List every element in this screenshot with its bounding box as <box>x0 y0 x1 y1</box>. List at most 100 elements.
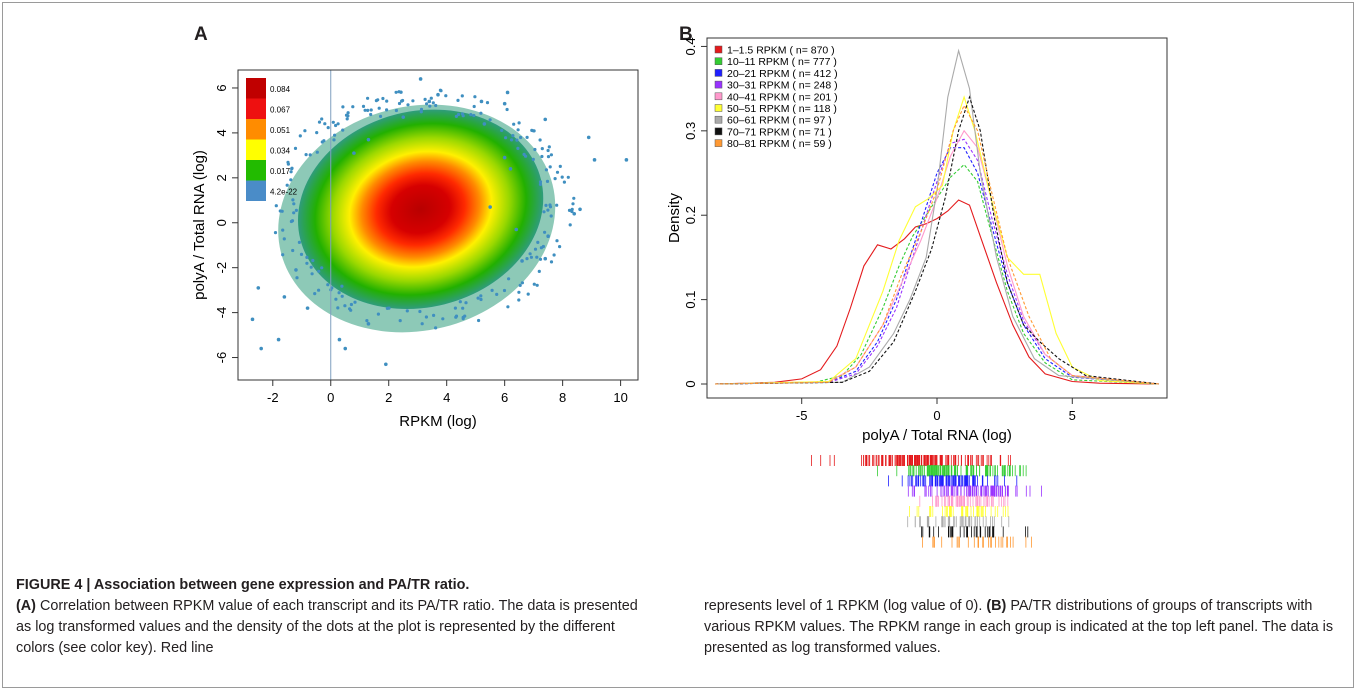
scatter-point <box>366 322 371 326</box>
scatter-dot <box>553 177 557 181</box>
scatter-dot <box>294 208 298 212</box>
y-axis-label: polyA / Total RNA (log) <box>191 150 208 300</box>
scatter-dot <box>299 252 304 256</box>
scatter-dot <box>337 291 341 295</box>
color-key: 0.084 0.067 0.051 0.034 0.017 4.2e-22 <box>246 78 298 201</box>
scatter-dot <box>429 96 433 100</box>
legend-label: 20–21 RPKM ( n= 412 ) <box>727 68 838 80</box>
legend-label: 80–81 RPKM ( n= 59 ) <box>727 138 832 150</box>
scatter-dot <box>438 88 442 92</box>
scatter-dot <box>291 248 295 253</box>
scatter-dot <box>560 175 564 179</box>
scatter-dot <box>562 180 566 184</box>
scatter-dot <box>344 113 349 117</box>
scatter-dot <box>458 300 462 304</box>
scatter-dot <box>558 245 562 249</box>
scatter-dot <box>418 309 422 314</box>
scatter-dot <box>441 317 445 321</box>
scatter-dot <box>555 203 559 207</box>
scatter-dot <box>326 283 330 287</box>
scatter-point <box>401 115 406 119</box>
scatter-dot <box>476 296 480 300</box>
scatter-dot <box>351 105 355 109</box>
color-key-swatch <box>246 180 266 201</box>
legend-swatch <box>714 45 723 54</box>
legend-label: 50–51 RPKM ( n= 118 ) <box>727 103 837 115</box>
scatter-dot <box>305 261 309 265</box>
panel-b-letter: B <box>679 24 693 45</box>
legend-swatch <box>714 57 723 65</box>
y-tick-label: 2 <box>214 174 229 181</box>
scatter-dot <box>317 288 321 292</box>
scatter-dot <box>376 312 380 316</box>
scatter-point <box>436 92 440 97</box>
scatter-dot <box>526 292 530 296</box>
density-line <box>715 48 1159 385</box>
scatter-dot <box>558 164 562 168</box>
scatter-dot <box>348 307 352 311</box>
scatter-dot <box>331 120 335 124</box>
x-tick-label: 2 <box>385 390 392 405</box>
scatter-dot <box>385 99 389 103</box>
scatter-dot <box>282 237 286 241</box>
scatter-point <box>592 158 597 162</box>
y-tick-label: -2 <box>214 262 229 274</box>
y-axis: -6 -4 -2 0 2 4 6 <box>214 84 238 363</box>
color-key-swatch <box>246 139 266 160</box>
plot-box <box>237 69 639 381</box>
scatter-dot <box>520 281 524 285</box>
x-axis: -5 0 5 <box>796 398 1076 423</box>
scatter-dot <box>456 98 460 102</box>
scatter-point <box>276 337 281 342</box>
scatter-dot <box>515 138 519 142</box>
y-axis-label: Density <box>666 192 683 243</box>
scatter-dot <box>473 95 477 99</box>
scatter-dot <box>546 208 550 212</box>
density-line <box>715 95 1159 385</box>
scatter-dot <box>353 300 357 304</box>
scatter-dot <box>571 202 575 206</box>
scatter-dot <box>528 252 532 256</box>
scatter-dot <box>289 178 293 182</box>
scatter-dot <box>516 128 520 132</box>
scatter-point <box>418 77 423 81</box>
y-tick-label: 0 <box>683 380 698 387</box>
legend-swatch <box>714 92 723 101</box>
scatter-point <box>543 117 548 122</box>
scatter-dot <box>285 183 289 187</box>
scatter-dot <box>281 228 285 232</box>
scatter-dot <box>542 210 546 214</box>
scatter-dot <box>397 101 402 106</box>
scatter-dot <box>289 170 293 174</box>
part-b-text: PA/TR distributions of groups of transcr… <box>704 598 1334 656</box>
x-tick-label: 10 <box>613 390 627 405</box>
color-key-label: 0.084 <box>270 85 291 94</box>
x-axis-label: RPKM (log) <box>399 413 477 430</box>
scatter-dot <box>536 240 540 244</box>
scatter-point <box>343 346 348 351</box>
scatter-point <box>505 90 510 95</box>
scatter-dot <box>549 260 554 264</box>
scatter-dot <box>340 284 344 288</box>
scatter-point <box>366 137 371 142</box>
y-tick-label: 4 <box>214 129 229 136</box>
scatter-dot <box>510 138 514 142</box>
color-key-label: 0.034 <box>270 147 291 156</box>
y-tick-label: 6 <box>214 84 229 91</box>
scatter-dot <box>420 322 424 326</box>
scatter-dot <box>343 304 347 308</box>
scatter-dot <box>379 114 383 118</box>
scatter-dot <box>456 112 461 117</box>
scatter-dot <box>547 145 551 149</box>
scatter-dot <box>361 104 366 108</box>
color-key-swatch <box>246 98 266 119</box>
color-key-label: 4.2e-22 <box>270 188 298 197</box>
scatter-dot <box>537 269 541 273</box>
scatter-point <box>352 151 356 155</box>
legend-swatch <box>714 69 723 77</box>
color-key-label: 0.051 <box>270 126 291 135</box>
scatter-point <box>256 286 261 290</box>
scatter-dot <box>320 266 324 270</box>
scatter-dot <box>313 292 317 296</box>
scatter-dot <box>472 113 476 118</box>
